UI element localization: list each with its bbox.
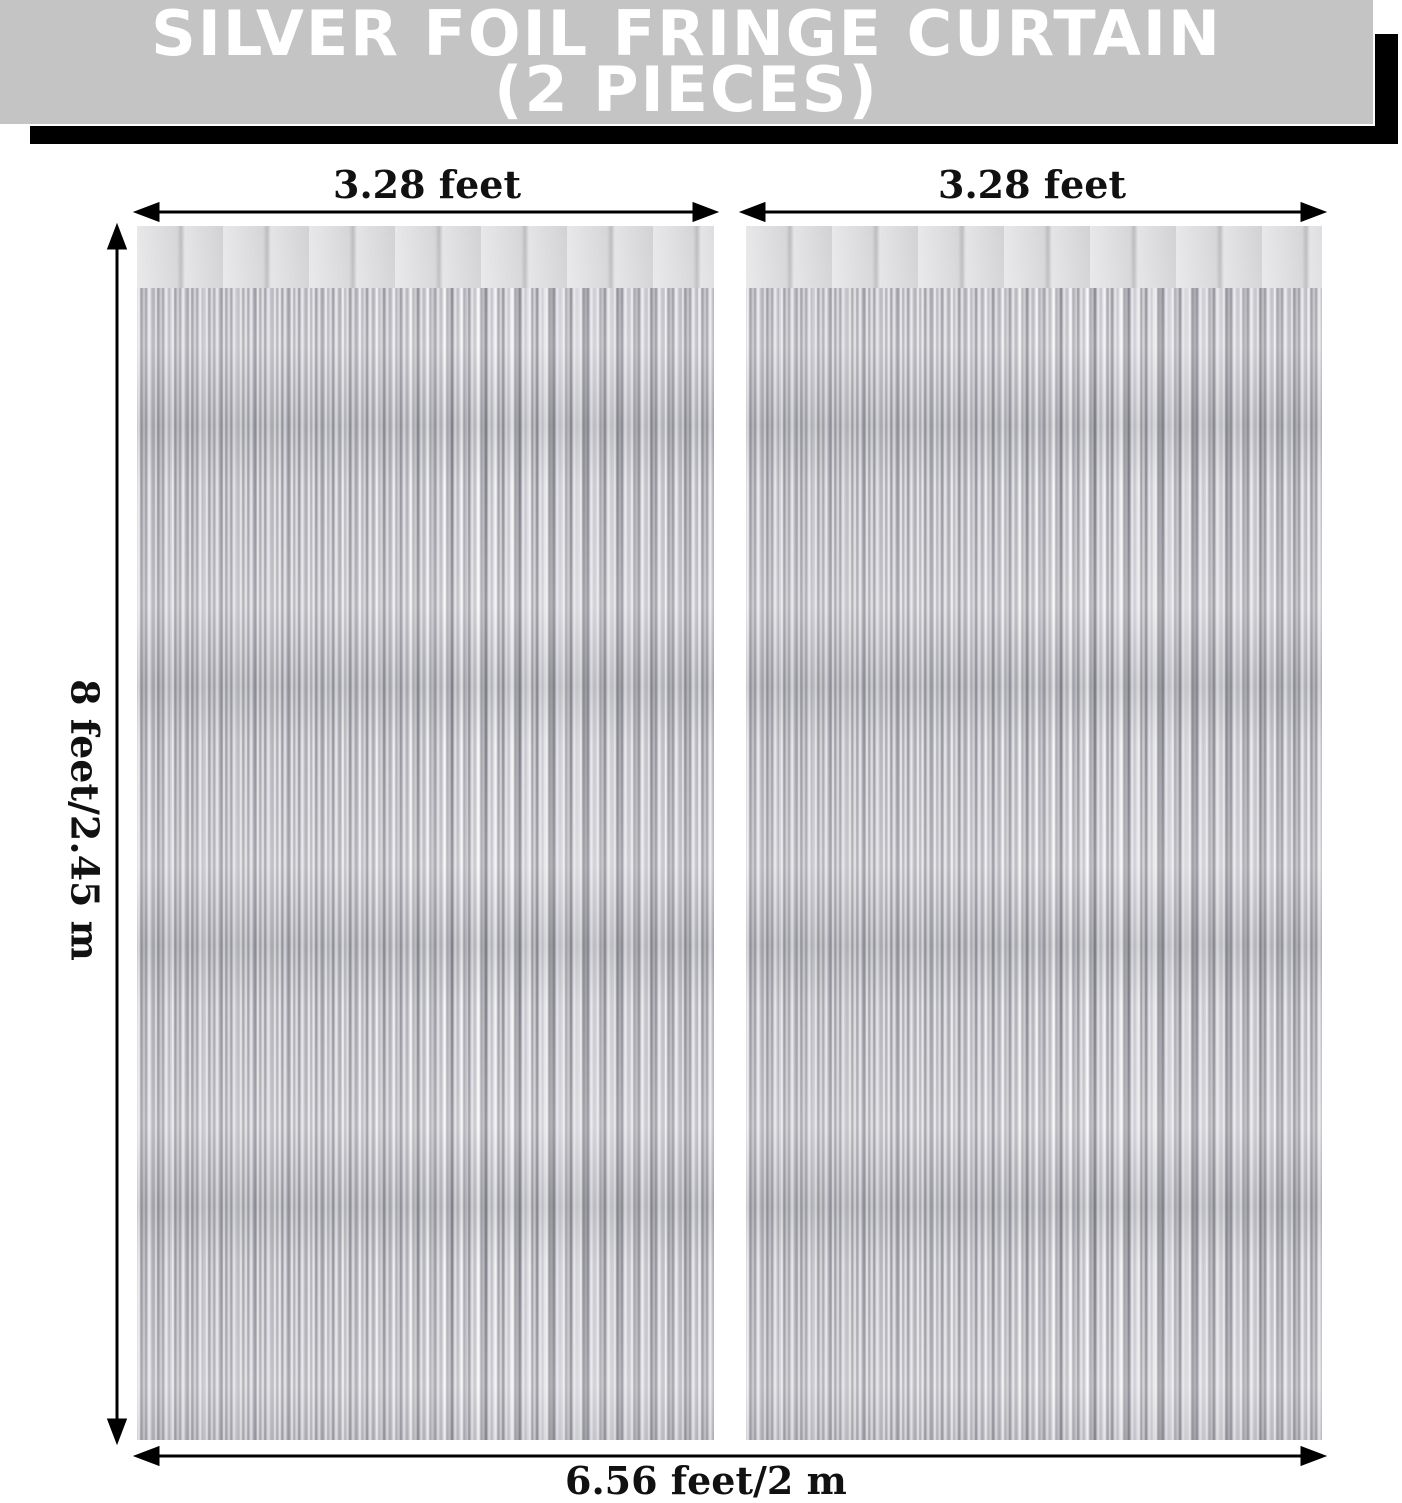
right-curtain-image bbox=[746, 226, 1322, 1440]
title-line-1: SILVER FOIL FRINGE CURTAIN bbox=[151, 0, 1222, 70]
total-width-arrow bbox=[132, 1445, 1328, 1467]
total-width-label: 6.56 feet/2 m bbox=[565, 1458, 847, 1503]
height-arrow bbox=[106, 222, 128, 1446]
right-curtain-shading bbox=[746, 226, 1322, 1440]
right-width-label: 3.28 feet bbox=[938, 162, 1127, 207]
left-curtain-shading bbox=[137, 226, 714, 1440]
left-curtain-top-band bbox=[137, 226, 714, 288]
right-curtain-top-band bbox=[746, 226, 1322, 288]
left-curtain-image bbox=[137, 226, 714, 1440]
right-width-arrow bbox=[738, 201, 1328, 223]
title-line-2: (2 PIECES) bbox=[494, 53, 879, 126]
left-width-arrow bbox=[132, 201, 720, 223]
left-width-label: 3.28 feet bbox=[333, 162, 522, 207]
title-banner: SILVER FOIL FRINGE CURTAIN (2 PIECES) bbox=[0, 0, 1375, 126]
